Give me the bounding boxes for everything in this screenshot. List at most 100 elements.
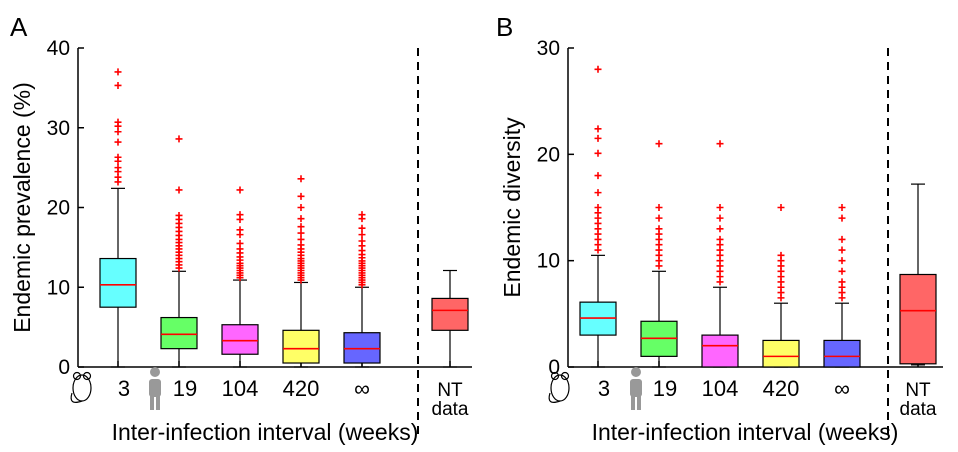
panel-letter: B [496,12,513,42]
y-tick-label: 30 [47,117,70,140]
outlier-point [838,204,846,211]
outlier-point [358,211,366,219]
outlier-point [594,189,602,197]
person-torso [149,379,161,397]
outlier-point [594,125,602,133]
outlier-point [838,267,846,275]
person-head [631,367,641,377]
person-leg [631,396,635,410]
outlier-point [716,140,724,148]
y-axis-title: Endemic prevalence (%) [9,82,35,333]
outlier-point [777,251,785,259]
outlier-point [716,204,724,211]
x-category-label: 104 [702,376,739,401]
outlier-point [358,231,366,239]
outlier-point [175,211,183,219]
outlier-point [594,204,602,211]
box-iqr [282,329,320,364]
y-axis-title: Endemic diversity [499,117,525,298]
outlier-point [297,229,305,237]
outlier-point [114,81,122,89]
x-category-label: 420 [763,376,800,401]
outlier-point [838,257,846,265]
outlier-point [297,215,305,223]
y-tick-label: 10 [47,276,70,299]
outlier-point [114,68,122,76]
x-axis-title: Inter-infection interval (weeks) [592,419,899,445]
mouse-ear [550,371,560,381]
outlier-point [297,204,305,211]
mouse-tail [548,392,561,403]
box-5 [431,269,469,368]
outlier-point [838,235,846,243]
mouse-ear [82,371,92,381]
box-5 [899,183,937,366]
box-1 [160,135,198,368]
x-category-label: ∞ [834,376,850,401]
outlier-point [236,186,244,194]
nt-label-line: NT [437,380,463,401]
outlier-point [594,134,602,142]
outlier-point [114,138,122,146]
y-tick-label: 40 [47,37,70,60]
nt-label-line: data [900,399,937,420]
x-category-label: 19 [653,376,677,401]
person-leg [637,396,641,410]
outlier-point [236,239,244,247]
outlier-point [594,149,602,157]
outlier-point [175,186,183,194]
outlier-point [297,223,305,231]
person-head [150,367,160,377]
outlier-point [297,235,305,243]
outlier-point [594,172,602,180]
y-tick-label: 0 [548,356,560,379]
x-category-label: ∞ [354,376,370,401]
outlier-point [594,65,602,73]
box-iqr [823,339,861,368]
outlier-point [114,153,122,161]
person-icon [149,367,161,410]
person-leg [150,396,154,410]
outlier-point [358,224,366,232]
mouse-ear [72,371,82,381]
y-tick-label: 0 [58,356,70,379]
outlier-point [297,175,305,183]
outlier-point [838,214,846,222]
box-4 [343,211,381,368]
box-iqr [160,316,198,350]
mouse-icon [548,371,570,403]
outlier-point [716,225,724,233]
outlier-point [114,164,122,172]
outlier-point [777,204,785,211]
box-iqr [701,334,739,368]
box-4 [823,204,861,368]
mouse-tail [70,392,83,403]
box-iqr [431,297,469,331]
person-icon [630,367,642,410]
nt-label-line: NT [905,380,931,401]
outlier-point [716,235,724,243]
panel-letter: A [10,12,28,42]
box-iqr [99,257,137,308]
y-tick-label: 20 [537,143,560,166]
x-category-label: 420 [283,376,320,401]
person-torso [630,379,642,397]
y-tick-label: 10 [537,250,560,273]
box-0 [579,65,617,368]
box-1 [640,140,678,368]
box-iqr [221,324,259,355]
outlier-point [716,214,724,222]
box-iqr [899,273,937,365]
outlier-point [655,140,663,148]
box-2 [221,186,259,368]
y-tick-label: 20 [47,197,70,220]
nt-label-line: data [432,399,469,420]
box-3 [282,175,320,368]
x-category-label: 3 [598,376,610,401]
outlier-point [655,214,663,222]
x-category-label: 19 [173,376,197,401]
box-3 [762,204,800,368]
outlier-point [114,118,122,126]
